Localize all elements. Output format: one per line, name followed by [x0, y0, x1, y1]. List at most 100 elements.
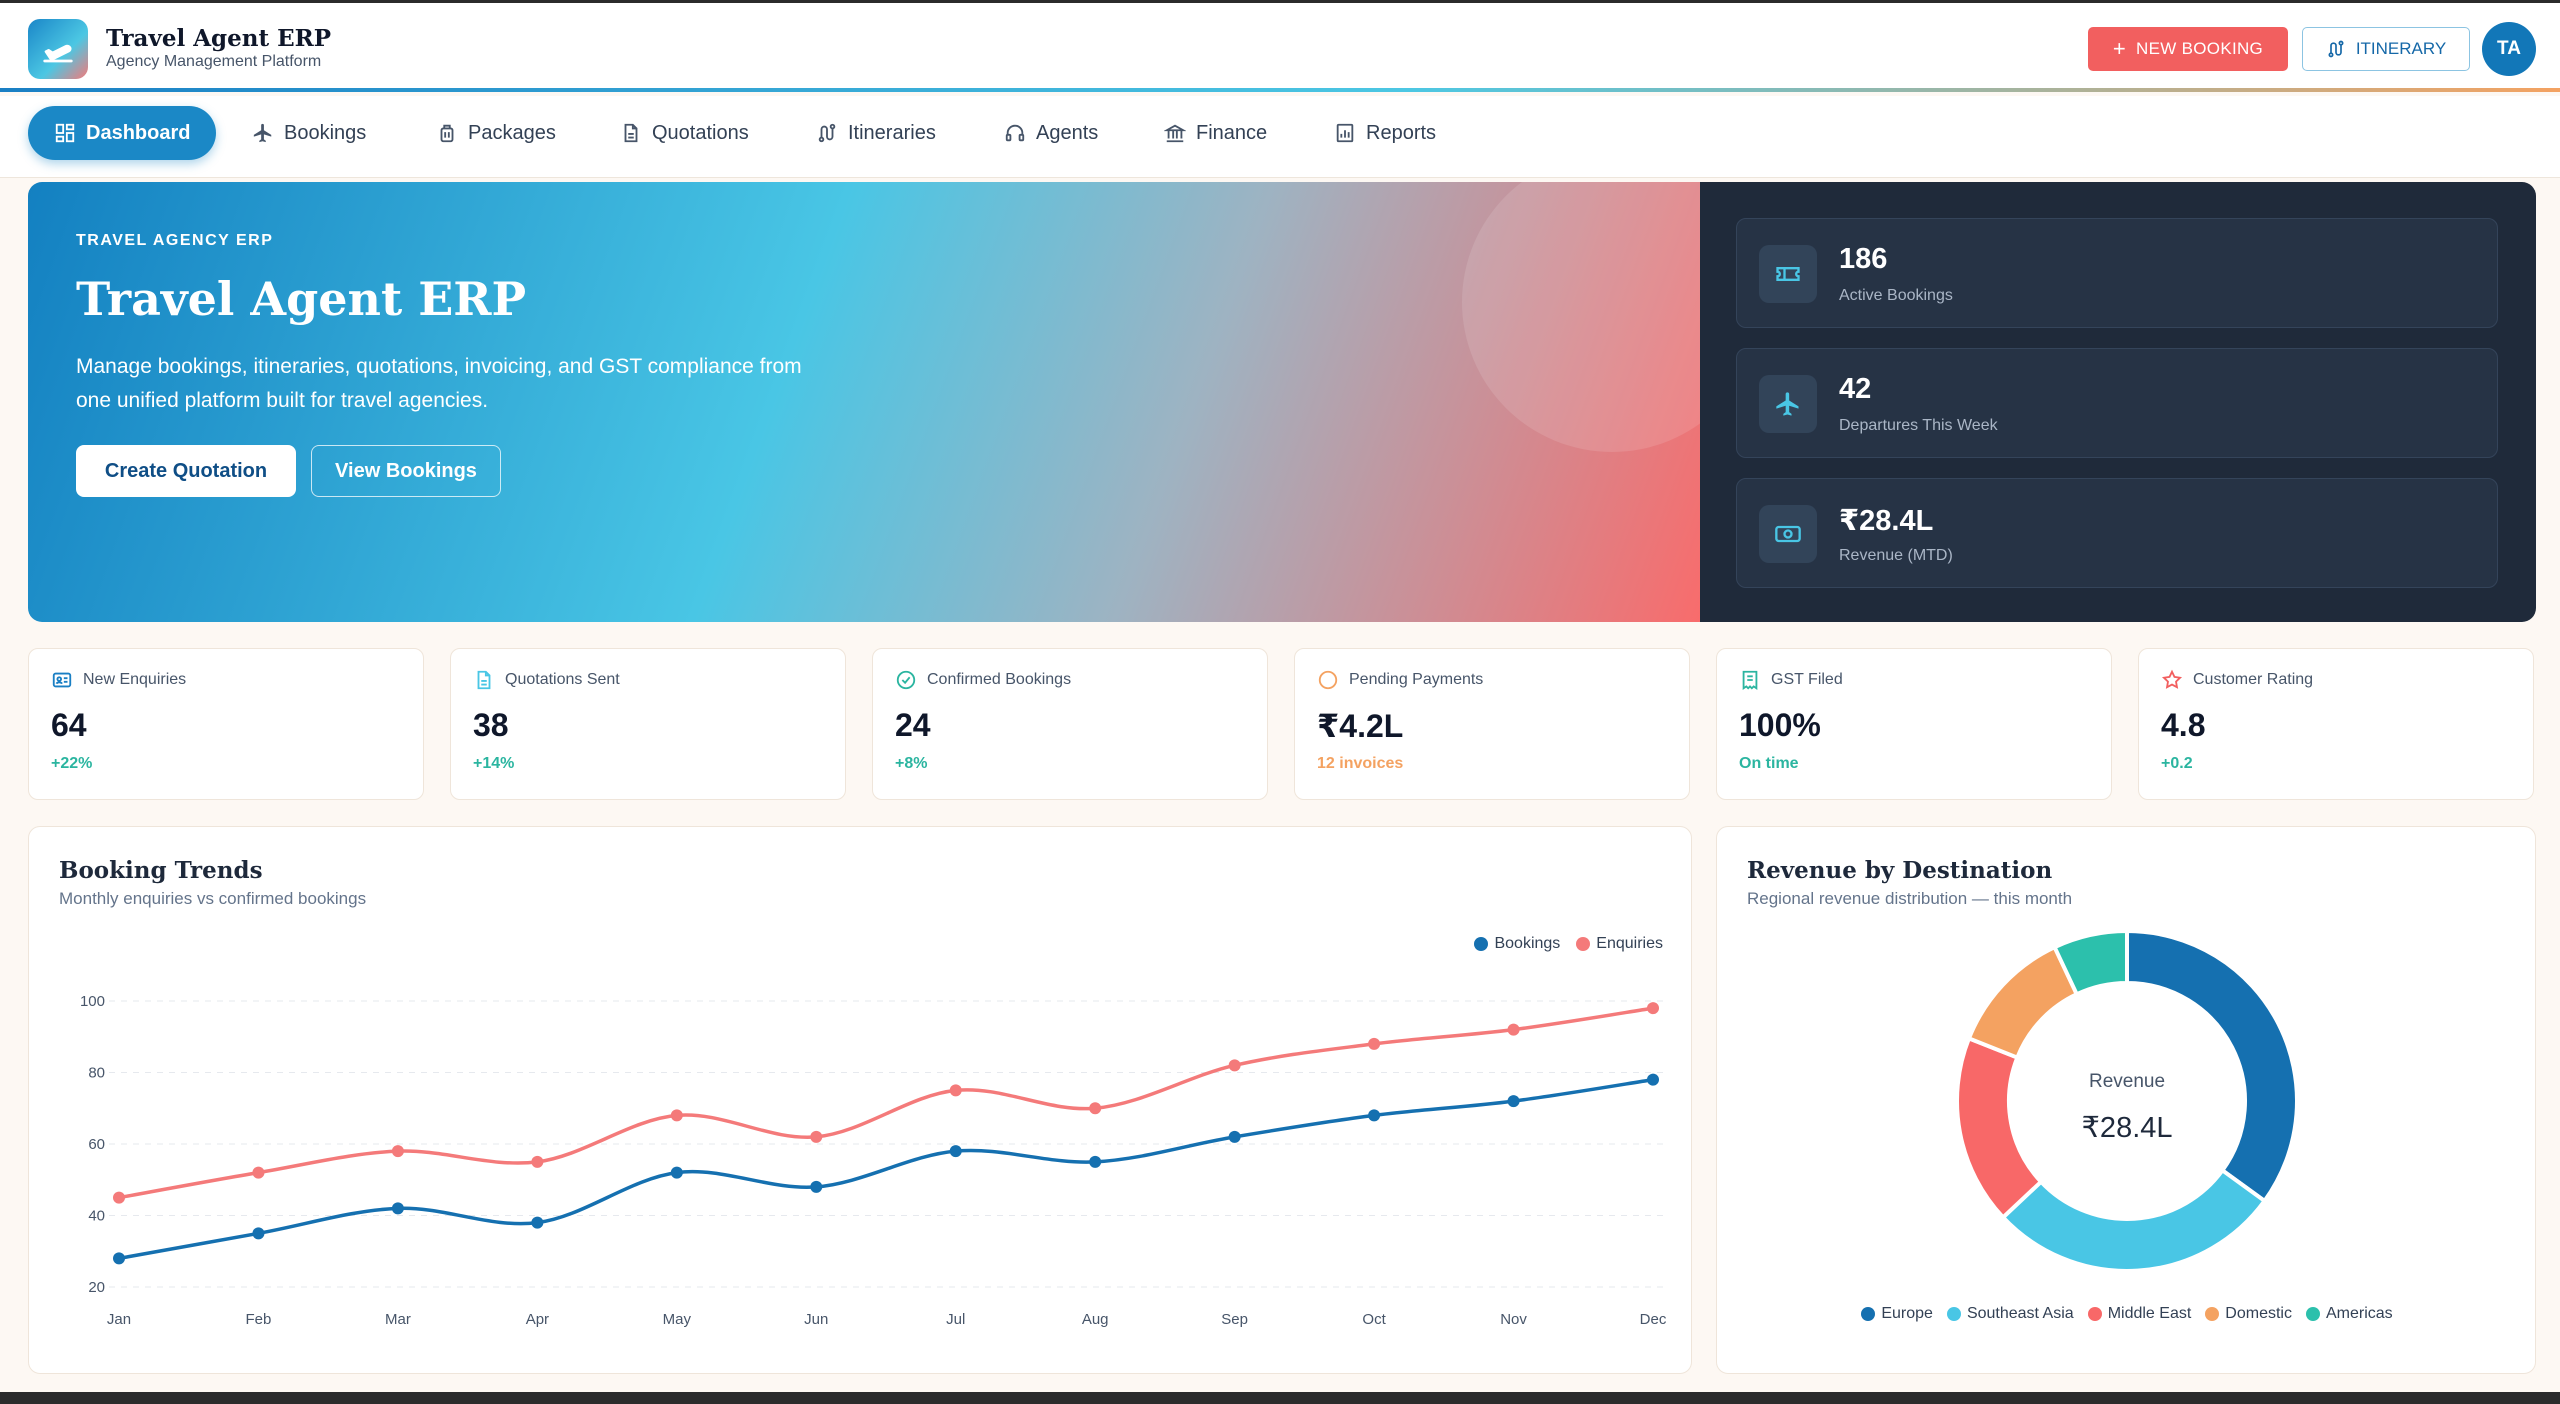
- stat-active-bookings[interactable]: 186 Active Bookings: [1736, 218, 2498, 328]
- star-icon: [2161, 669, 2183, 689]
- legend-item-enquiries[interactable]: Enquiries: [1576, 935, 1663, 953]
- user-avatar[interactable]: TA: [2482, 22, 2536, 76]
- nav-finance[interactable]: Finance: [1138, 106, 1293, 160]
- nav-agents[interactable]: Agents: [978, 106, 1124, 160]
- data-point-bookings[interactable]: [670, 1166, 683, 1179]
- kpi-card[interactable]: Customer Rating 4.8 +0.2: [2138, 648, 2534, 800]
- nav-label: Dashboard: [86, 121, 191, 144]
- data-point-enquiries[interactable]: [1368, 1037, 1381, 1050]
- stat-revenue[interactable]: ₹28.4L Revenue (MTD): [1736, 478, 2498, 588]
- data-point-enquiries[interactable]: [113, 1191, 125, 1204]
- kpi-card[interactable]: Confirmed Bookings 24 +8%: [872, 648, 1268, 800]
- data-point-bookings[interactable]: [113, 1252, 125, 1265]
- data-point-enquiries[interactable]: [252, 1166, 265, 1179]
- card-title: Booking Trends: [59, 857, 263, 884]
- cash-icon: [1759, 505, 1817, 563]
- headset-icon: [1005, 124, 1025, 142]
- nav-quotations[interactable]: Quotations: [594, 106, 775, 160]
- data-point-bookings[interactable]: [810, 1180, 823, 1193]
- kpi-label: Customer Rating: [2193, 671, 2314, 688]
- x-tick-label: Jun: [804, 1311, 828, 1328]
- x-tick-label: Jan: [107, 1311, 131, 1328]
- data-point-bookings[interactable]: [949, 1145, 962, 1158]
- x-tick-label: Oct: [1362, 1311, 1386, 1328]
- donut-slice-europe[interactable]: [2125, 928, 2299, 1204]
- data-point-bookings[interactable]: [252, 1227, 265, 1240]
- data-point-bookings[interactable]: [1647, 1073, 1659, 1086]
- kpi-delta: +22%: [51, 755, 93, 772]
- nav-bookings[interactable]: Bookings: [226, 106, 392, 160]
- revenue-destination-card: Revenue by Destination Regional revenue …: [1716, 826, 2536, 1374]
- data-point-bookings[interactable]: [391, 1202, 404, 1215]
- kpi-card[interactable]: New Enquiries 64 +22%: [28, 648, 424, 800]
- main-nav: Dashboard Bookings Packages Quotations I…: [0, 96, 2560, 178]
- legend-item[interactable]: Southeast Asia: [1946, 1305, 2074, 1323]
- ticket-icon: [1759, 245, 1817, 303]
- kpi-header: New Enquiries: [51, 669, 186, 691]
- data-point-enquiries[interactable]: [670, 1109, 683, 1122]
- kpi-label: Quotations Sent: [505, 671, 620, 688]
- kpi-card[interactable]: Quotations Sent 38 +14%: [450, 648, 846, 800]
- booking-trends-chart: 20 40 60 80 100 Jan Feb Mar Apr May Jun Jul Aug Sep Oc…: [80, 993, 1667, 1328]
- kpi-card[interactable]: GST Filed 100% On time: [1716, 648, 2112, 800]
- app-logo[interactable]: [28, 19, 88, 79]
- kpi-header: Quotations Sent: [473, 669, 620, 691]
- nav-packages[interactable]: Packages: [410, 106, 582, 160]
- nav-label: Reports: [1366, 121, 1437, 144]
- data-point-enquiries[interactable]: [949, 1084, 962, 1097]
- plus-icon: +: [2112, 36, 2127, 61]
- data-point-enquiries[interactable]: [1228, 1059, 1241, 1072]
- new-booking-button[interactable]: + NEW BOOKING: [2088, 27, 2288, 71]
- legend-label: Americas: [2325, 1305, 2393, 1322]
- nav-label: Agents: [1036, 121, 1099, 144]
- legend-label: Enquiries: [1596, 935, 1663, 952]
- legend-swatch: [2205, 1307, 2220, 1321]
- view-bookings-button[interactable]: View Bookings: [311, 445, 501, 497]
- route-icon: [818, 123, 836, 143]
- donut-slice-southeast-asia[interactable]: [2000, 1167, 2268, 1273]
- luggage-icon: [440, 124, 454, 143]
- dashboard-icon: [55, 123, 75, 143]
- y-tick-label: 60: [88, 1136, 105, 1153]
- data-point-enquiries[interactable]: [810, 1130, 823, 1143]
- data-point-bookings[interactable]: [1507, 1095, 1520, 1108]
- x-tick-label: Nov: [1500, 1311, 1527, 1328]
- kpi-value: ₹4.2L: [1317, 708, 1404, 744]
- kpi-value: 100%: [1739, 707, 1821, 743]
- data-point-enquiries[interactable]: [1647, 1002, 1659, 1015]
- route-icon: [2328, 40, 2344, 58]
- kpi-card[interactable]: Pending Payments ₹4.2L 12 invoices: [1294, 648, 1690, 800]
- create-quotation-button[interactable]: Create Quotation: [76, 445, 296, 497]
- kpi-header: GST Filed: [1739, 669, 1843, 691]
- data-point-bookings[interactable]: [1089, 1155, 1102, 1168]
- kpi-label: New Enquiries: [83, 671, 187, 688]
- nav-dashboard[interactable]: Dashboard: [28, 106, 217, 160]
- stat-departures[interactable]: 42 Departures This Week: [1736, 348, 2498, 458]
- donut-slice-middle-east[interactable]: [1955, 1035, 2044, 1221]
- donut-center-value: ₹28.4L: [2081, 1112, 2172, 1144]
- donut-slice-americas[interactable]: [2051, 928, 2129, 997]
- app-title: Travel Agent ERP: [106, 25, 332, 52]
- data-point-enquiries[interactable]: [1507, 1023, 1520, 1036]
- itinerary-button[interactable]: ITINERARY: [2302, 27, 2470, 71]
- stat-value: ₹28.4L: [1839, 505, 1934, 537]
- data-point-enquiries[interactable]: [391, 1145, 404, 1158]
- nav-itineraries[interactable]: Itineraries: [790, 106, 962, 160]
- legend-item[interactable]: Middle East: [2087, 1305, 2191, 1323]
- legend-item[interactable]: Europe: [1861, 1305, 1933, 1323]
- legend-item-bookings[interactable]: Bookings: [1474, 935, 1560, 953]
- data-point-enquiries[interactable]: [531, 1155, 544, 1168]
- nav-reports[interactable]: Reports: [1308, 106, 1462, 160]
- x-tick-label: Sep: [1221, 1311, 1248, 1328]
- y-tick-label: 40: [88, 1208, 105, 1225]
- data-point-bookings[interactable]: [1368, 1109, 1381, 1122]
- nav-label: Quotations: [652, 121, 749, 144]
- data-point-bookings[interactable]: [531, 1216, 544, 1229]
- kpi-delta: 12 invoices: [1317, 755, 1404, 772]
- legend-item[interactable]: Domestic: [2205, 1305, 2292, 1323]
- bank-icon: [1164, 124, 1186, 143]
- hero-description: Manage bookings, itineraries, quotations…: [76, 355, 802, 412]
- legend-item[interactable]: Americas: [2305, 1305, 2393, 1323]
- data-point-bookings[interactable]: [1228, 1130, 1241, 1143]
- data-point-enquiries[interactable]: [1089, 1102, 1102, 1115]
